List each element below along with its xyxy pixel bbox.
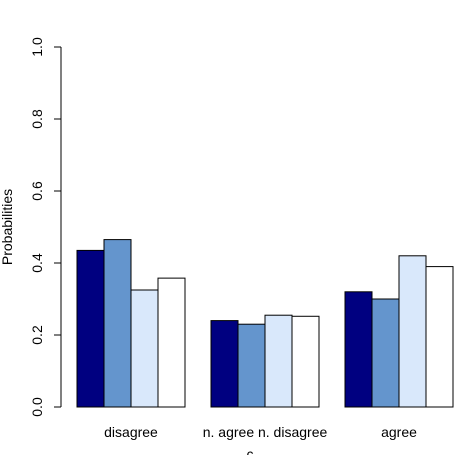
bar xyxy=(371,298,400,408)
y-tick-label: 1.0 xyxy=(29,37,45,57)
y-tick-label: 0.2 xyxy=(29,325,45,345)
x-axis-label-fragment: c xyxy=(247,446,254,455)
bar xyxy=(264,314,293,408)
bar xyxy=(76,249,105,408)
x-tick-label: n. agree n. disagree xyxy=(203,424,328,440)
bar xyxy=(103,239,132,408)
bar xyxy=(291,315,320,408)
y-tick-label: 0.0 xyxy=(29,397,45,417)
x-tick-label: disagree xyxy=(104,424,158,440)
bar xyxy=(344,291,373,408)
y-tick-label: 0.4 xyxy=(29,253,45,273)
x-tick-label: agree xyxy=(381,424,417,440)
bar xyxy=(398,255,427,408)
y-tick-label: 0.6 xyxy=(29,181,45,201)
bar xyxy=(210,320,239,408)
x-axis-labels: disagree n. agree n. disagree agree xyxy=(104,424,417,440)
bar xyxy=(425,266,454,408)
y-axis-label: Probabilities xyxy=(0,189,15,265)
bar xyxy=(157,277,186,408)
y-axis: 0.0 0.2 0.4 0.6 0.8 1.0 xyxy=(29,37,62,417)
y-tick-label: 0.8 xyxy=(29,109,45,129)
bar xyxy=(130,289,159,408)
bar xyxy=(237,323,266,408)
bar-group xyxy=(76,239,454,408)
